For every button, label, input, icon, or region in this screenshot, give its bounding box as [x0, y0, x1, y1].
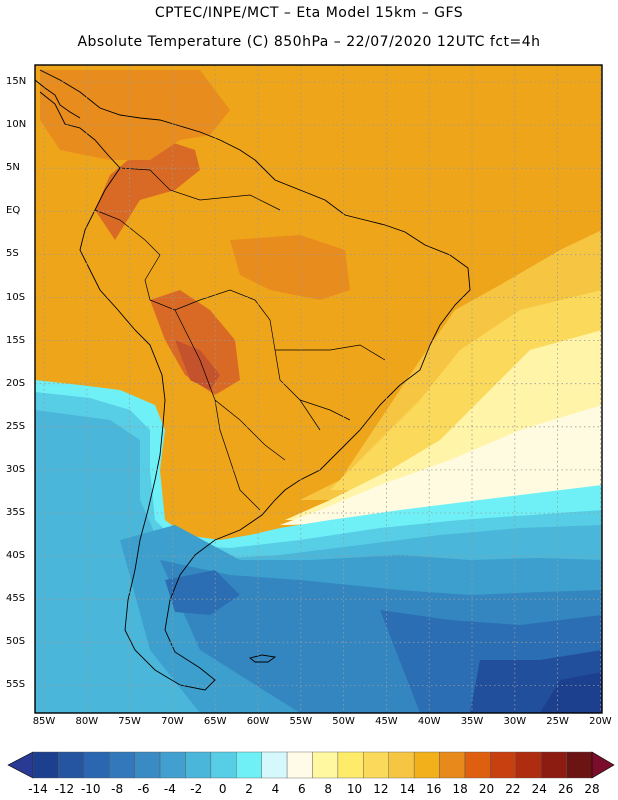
lon-label: 45W	[375, 716, 398, 727]
colorbar-swatch	[286, 751, 313, 779]
colorbar-swatch	[159, 751, 186, 779]
lon-label: 55W	[289, 716, 313, 727]
colorbar-label: 4	[271, 782, 280, 796]
lon-label: 50W	[332, 716, 355, 727]
lat-label: 10S	[6, 291, 26, 303]
colorbar-swatch	[236, 751, 262, 779]
central-america-coastline	[35, 79, 81, 119]
colorbar-label: 10	[346, 782, 363, 796]
lon-label: 60W	[246, 716, 270, 727]
lat-label: 5S	[6, 248, 19, 260]
lon-label: 40W	[417, 716, 441, 727]
colorbar-label: 6	[297, 782, 306, 796]
colorbar-swatch	[464, 751, 491, 779]
band-26c	[175, 340, 220, 390]
lat-label: 45S	[6, 593, 26, 605]
lat-label: 10N	[6, 119, 27, 131]
colorbar-label: 0	[218, 782, 227, 796]
colorbar-swatch	[540, 751, 567, 779]
colorbar-label: 14	[399, 782, 415, 796]
lon-label: 65W	[203, 716, 227, 727]
colorbar-swatch	[261, 751, 288, 779]
colorbar-low-arrow	[7, 751, 34, 779]
lon-label: 20W	[589, 716, 612, 727]
colorbar-label: 8	[324, 782, 332, 796]
lat-label: 40S	[6, 550, 26, 562]
band-minus10c	[540, 672, 602, 713]
colorbar-swatch	[515, 751, 542, 779]
colorbar-label: -12	[54, 782, 75, 796]
colorbar	[7, 751, 615, 779]
lat-label: EQ	[6, 205, 21, 217]
colorbar-swatch	[32, 751, 59, 779]
band-24c-andes	[95, 140, 200, 240]
colorbar-label: -4	[163, 782, 176, 796]
falkland-islands	[249, 654, 277, 663]
colorbar-swatch	[109, 751, 135, 779]
borders	[94, 167, 386, 511]
lon-label: 25W	[546, 716, 569, 727]
colorbar-swatch	[312, 751, 339, 779]
lat-label: 15N	[6, 76, 27, 87]
lon-label: 35W	[460, 716, 484, 727]
lat-label: 30S	[6, 463, 26, 475]
colorbar-label: -6	[137, 782, 150, 796]
colorbar-swatch	[83, 751, 110, 779]
colorbar-swatch	[490, 751, 516, 779]
lon-label: 85W	[32, 716, 56, 727]
colorbar-swatch	[337, 751, 364, 779]
colorbar-label: -8	[111, 782, 124, 796]
colorbar-swatch	[58, 751, 85, 779]
lat-label: 25S	[6, 420, 26, 432]
colorbar-label: 2	[245, 782, 253, 796]
lon-label: 80W	[75, 716, 99, 727]
colorbar-label: 28	[584, 782, 600, 796]
band-22c-north	[40, 70, 230, 160]
colorbar-label: 12	[373, 782, 389, 796]
colorbar-label: 26	[557, 782, 574, 796]
lat-label: 55S	[6, 679, 26, 691]
colorbar-swatch	[439, 751, 466, 779]
colorbar-high-arrow	[591, 751, 615, 779]
colorbar-label: -14	[28, 782, 48, 796]
band-24c-interior	[150, 290, 240, 395]
lon-label: 70W	[161, 716, 184, 727]
band-minus6c-patch	[165, 570, 240, 615]
lon-label: 75W	[118, 716, 141, 727]
lat-label: 5N	[6, 162, 20, 174]
colorbar-swatch	[363, 751, 389, 779]
lat-label: 15S	[6, 334, 26, 346]
colorbar-label: 18	[452, 782, 468, 796]
colorbar-swatch	[185, 751, 212, 779]
colorbar-swatch	[388, 751, 415, 779]
lat-label: 20S	[6, 377, 26, 389]
temperature-field	[35, 65, 602, 713]
colorbar-label: 24	[531, 782, 547, 796]
colorbar-label: -10	[80, 782, 101, 796]
lat-label: 50S	[6, 636, 26, 648]
colorbar-swatch	[210, 751, 237, 779]
colorbar-swatch	[413, 751, 440, 779]
colorbar-swatch	[134, 751, 161, 779]
colorbar-label: 20	[478, 782, 495, 796]
colorbar-label: -2	[190, 782, 203, 796]
graticule	[35, 65, 602, 713]
colorbar-label: 16	[426, 782, 442, 796]
map-title-line1: CPTEC/INPE/MCT – Eta Model 15km – GFS	[154, 5, 464, 21]
colorbar-swatch	[566, 751, 593, 779]
map-title-line2: Absolute Temperature (C) 850hPa – 22/07/…	[77, 34, 541, 50]
map-frame	[34, 64, 603, 714]
coastlines	[35, 69, 471, 691]
colorbar-label: 22	[505, 782, 521, 796]
lat-label: 35S	[6, 507, 26, 518]
lon-label: 30W	[503, 716, 527, 727]
band-22c	[230, 235, 350, 300]
south-america-coastline	[39, 69, 471, 691]
